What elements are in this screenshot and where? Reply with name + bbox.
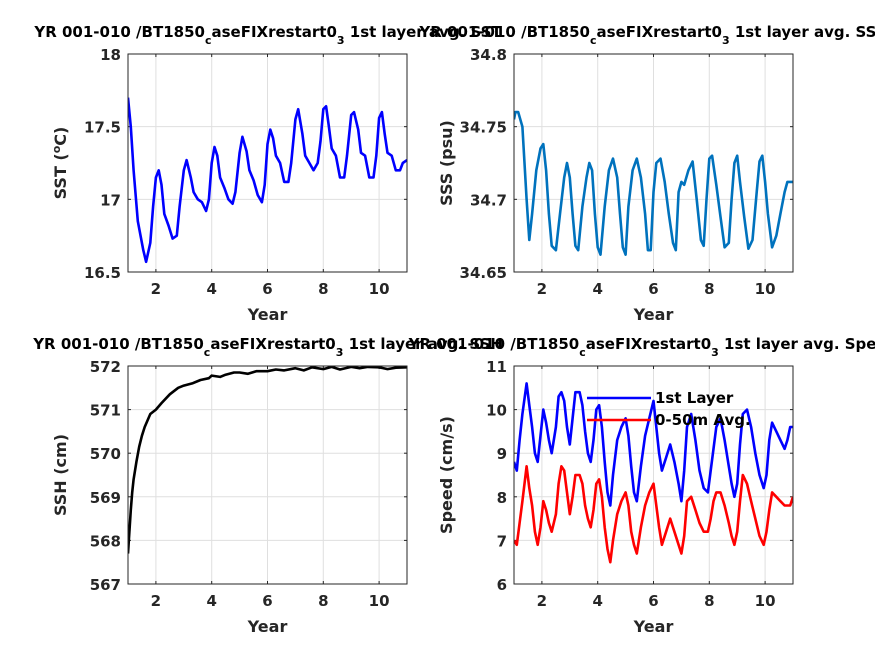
y-tick-label: 6	[497, 576, 507, 594]
x-tick-label: 6	[262, 592, 272, 610]
x-axis-label: Year	[247, 305, 288, 324]
y-tick-label: 34.75	[460, 119, 507, 137]
x-tick-label: 6	[648, 280, 658, 298]
x-tick-label: 10	[369, 280, 390, 298]
y-tick-label: 571	[90, 402, 121, 420]
x-tick-label: 8	[704, 280, 714, 298]
y-tick-label: 17	[100, 191, 121, 209]
y-tick-label: 9	[497, 445, 507, 463]
y-tick-label: 16.5	[84, 264, 121, 282]
x-tick-label: 8	[318, 592, 328, 610]
y-axis-label: SSH (cm)	[51, 434, 70, 516]
chart-title: YR 001-010 /BT1850caseFIXrestart03 1st l…	[408, 335, 875, 359]
x-tick-label: 8	[704, 592, 714, 610]
axes-box	[127, 53, 408, 273]
axes-box	[127, 365, 408, 585]
chart-title: YR 001-010 /BT1850caseFIXrestart03 1st l…	[32, 335, 503, 359]
x-tick-label: 8	[318, 280, 328, 298]
y-tick-label: 34.65	[460, 264, 507, 282]
x-tick-label: 2	[537, 592, 547, 610]
series-line-1st-layer	[514, 382, 793, 507]
x-tick-label: 4	[592, 592, 602, 610]
y-axis-label: Speed (cm/s)	[437, 416, 456, 534]
x-tick-label: 4	[206, 280, 216, 298]
y-tick-label: 568	[90, 532, 121, 550]
y-tick-label: 7	[497, 532, 507, 550]
x-axis-label: Year	[633, 617, 674, 636]
y-tick-label: 572	[90, 358, 121, 376]
x-tick-label: 4	[206, 592, 216, 610]
series-line-1	[128, 366, 407, 554]
x-tick-label: 10	[755, 280, 776, 298]
chart-panel-3: 2 4 6 8 10 567 568 569 570 571 572 Year SSH (cm)	[51, 358, 408, 636]
x-axis-label: Year	[633, 305, 674, 324]
chart-panel-4: 2 4 6 8 10 6 7 8 9 10 11 Year Speed (cm/s) 1st Layer 0…	[437, 358, 794, 636]
y-tick-label: 569	[90, 489, 121, 507]
y-tick-label: 17.5	[84, 119, 121, 137]
y-axis-label: SSS (psu)	[437, 120, 456, 206]
x-tick-label: 6	[648, 592, 658, 610]
chart-panel-2: 2 4 6 8 10 34.65 34.7 34.75 34.8 Year SSS (psu)	[437, 46, 794, 324]
y-tick-label: 570	[90, 445, 121, 463]
x-tick-label: 4	[592, 280, 602, 298]
y-axis-label: SST (oC)	[50, 127, 71, 200]
y-tick-label: 34.7	[470, 191, 507, 209]
y-tick-label: 10	[486, 402, 507, 420]
x-tick-label: 2	[537, 280, 547, 298]
x-tick-label: 2	[151, 592, 161, 610]
chart-title: YR 001-010 /BT1850caseFIXrestart03 1st l…	[418, 23, 875, 47]
legend-label: 1st Layer	[655, 389, 734, 407]
legend-label: 0-50m Avg.	[655, 411, 751, 429]
x-axis-label: Year	[247, 617, 288, 636]
x-tick-label: 6	[262, 280, 272, 298]
y-tick-label: 567	[90, 576, 121, 594]
y-tick-label: 11	[486, 358, 507, 376]
x-tick-label: 2	[151, 280, 161, 298]
y-tick-label: 8	[497, 489, 507, 507]
chart-panel-1: 2 4 6 8 10 16.5 17 17.5 18 Year SST (oC)	[50, 46, 408, 324]
axes-box	[513, 365, 794, 585]
series-line-0-50m-avg-	[514, 464, 793, 564]
axes-box	[513, 53, 794, 273]
x-tick-label: 10	[369, 592, 390, 610]
chart-title: YR 001-010 /BT1850caseFIXrestart03 1st l…	[33, 23, 502, 47]
y-tick-label: 18	[100, 46, 121, 64]
legend: 1st Layer 0-50m Avg.	[587, 389, 751, 429]
series-line-1	[514, 110, 793, 256]
series-line-1	[128, 97, 407, 264]
x-tick-label: 10	[755, 592, 776, 610]
y-tick-label: 34.8	[470, 46, 507, 64]
